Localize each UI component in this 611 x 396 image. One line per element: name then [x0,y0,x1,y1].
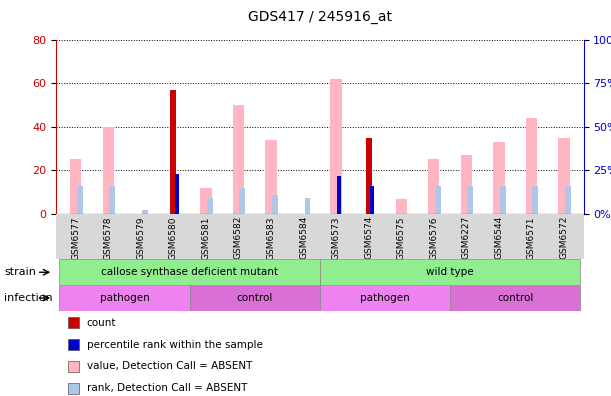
Bar [435,186,441,214]
Text: GSM6579: GSM6579 [136,216,145,260]
Bar [395,198,407,214]
Bar [565,186,571,214]
Text: rank, Detection Call = ABSENT: rank, Detection Call = ABSENT [87,383,247,393]
Bar [353,214,385,259]
Text: wild type: wild type [426,267,474,277]
Text: GSM6227: GSM6227 [462,216,471,259]
Bar [320,214,353,259]
Bar [200,188,211,214]
Bar [222,214,255,259]
Bar [109,186,115,214]
Text: control: control [497,293,533,303]
Bar [189,285,320,311]
Bar [337,175,342,214]
Bar [547,214,580,259]
Text: value, Detection Call = ABSENT: value, Detection Call = ABSENT [87,361,252,371]
Text: GSM6573: GSM6573 [332,216,341,260]
Bar [240,188,246,214]
Text: count: count [87,318,116,328]
Bar [370,186,374,214]
Bar [450,285,580,311]
Bar [92,214,125,259]
Bar [428,159,439,214]
Text: GSM6580: GSM6580 [169,216,178,260]
Text: GSM6571: GSM6571 [527,216,536,260]
Bar [515,214,547,259]
Bar [77,186,82,214]
Bar [59,285,189,311]
Bar [331,79,342,214]
Bar [59,259,320,285]
Text: GSM6582: GSM6582 [234,216,243,259]
Bar [558,138,569,214]
Text: GSM6578: GSM6578 [104,216,113,260]
Bar [233,105,244,214]
Bar [385,214,417,259]
Bar [142,210,148,214]
Bar [461,155,472,214]
Text: GSM6584: GSM6584 [299,216,308,259]
Bar [287,214,320,259]
Bar [366,138,371,214]
Text: pathogen: pathogen [100,293,150,303]
Bar [532,186,538,214]
Text: pathogen: pathogen [360,293,410,303]
Bar [103,127,114,214]
Bar [265,140,277,214]
Text: GSM6583: GSM6583 [266,216,276,260]
Bar [483,214,515,259]
Bar [59,214,92,259]
Bar [255,214,287,259]
Bar [207,198,213,214]
Text: strain: strain [4,267,36,277]
Text: infection: infection [4,293,53,303]
Bar [70,159,81,214]
Text: GSM6575: GSM6575 [397,216,406,260]
Text: GDS417 / 245916_at: GDS417 / 245916_at [248,10,392,24]
Text: GSM6574: GSM6574 [364,216,373,259]
Bar [500,186,506,214]
Bar [450,214,483,259]
Bar [320,285,450,311]
Bar [170,89,177,214]
Bar [304,198,310,214]
Text: GSM6572: GSM6572 [560,216,568,259]
Text: GSM6576: GSM6576 [430,216,438,260]
Bar [175,174,178,214]
Bar [467,186,473,214]
Text: control: control [236,293,273,303]
Text: percentile rank within the sample: percentile rank within the sample [87,339,263,350]
Text: GSM6581: GSM6581 [202,216,210,260]
Text: GSM6577: GSM6577 [71,216,80,260]
Bar [157,214,189,259]
Bar [417,214,450,259]
Bar [189,214,222,259]
Text: GSM6544: GSM6544 [494,216,503,259]
Bar [493,142,505,214]
Bar [525,118,537,214]
Bar [125,214,157,259]
Bar [272,195,278,214]
Bar [320,259,580,285]
Text: callose synthase deficient mutant: callose synthase deficient mutant [101,267,278,277]
